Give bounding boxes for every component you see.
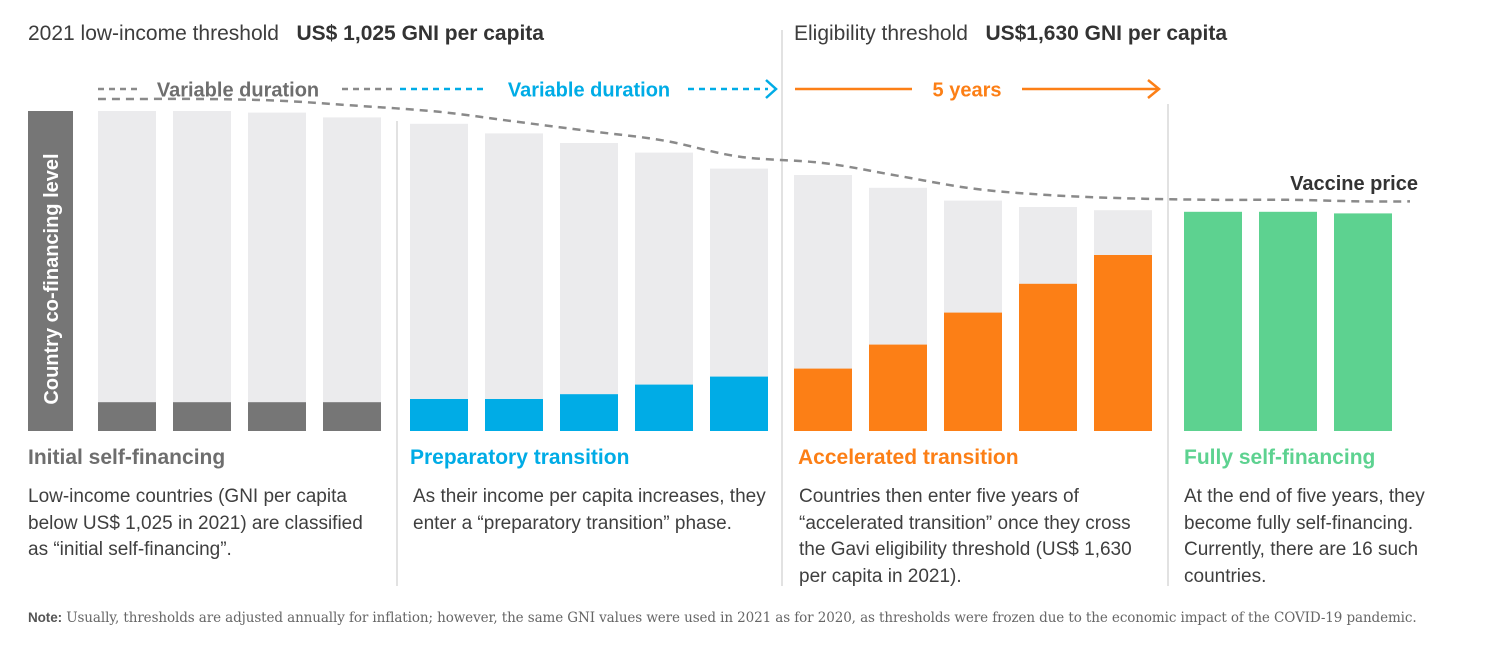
vaccine-price-label: Vaccine price — [1290, 173, 1418, 195]
phase-title-preparatory: Preparatory transition — [410, 446, 630, 469]
footnote-label: Note: — [28, 610, 62, 625]
bar-cofinancing-preparatory-2 — [485, 399, 543, 431]
bar-cofinancing-accelerated-4 — [1019, 283, 1077, 431]
bar-cofinancing-accelerated-1 — [794, 368, 852, 431]
bar-cofinancing-accelerated-5 — [1094, 255, 1152, 431]
duration-label-initial: Variable duration — [157, 79, 319, 101]
bar-cofinancing-initial-1 — [98, 402, 156, 431]
bar-price-initial-2 — [173, 111, 231, 431]
bar-group — [98, 111, 1392, 432]
vaccine-price-curve — [97, 97, 1411, 203]
eligibility-threshold-header: Eligibility threshold US$1,630 GNI per c… — [794, 22, 1227, 46]
bar-cofinancing-preparatory-5 — [710, 376, 768, 431]
phase-desc-preparatory: As their income per capita increases, th… — [413, 486, 766, 534]
phase-title-initial: Initial self-financing — [28, 446, 226, 469]
phase-separators — [396, 30, 1169, 586]
phase-desc-fully: At the end of five years, they become fu… — [1184, 486, 1425, 587]
bar-price-preparatory-3 — [560, 143, 618, 431]
bar-price-initial-3 — [248, 112, 306, 431]
duration-label-preparatory: Variable duration — [508, 79, 670, 101]
y-axis: Country co-financing level — [28, 111, 73, 431]
low-income-threshold-header: 2021 low-income threshold US$ 1,025 GNI … — [28, 22, 544, 46]
low-income-threshold-value: US$ 1,025 GNI per capita — [296, 22, 544, 45]
bar-price-preparatory-2 — [485, 133, 543, 431]
bar-cofinancing-initial-4 — [323, 402, 381, 431]
low-income-threshold-label: 2021 low-income threshold — [28, 22, 279, 45]
footnote: Note: Usually, thresholds are adjusted a… — [28, 610, 1417, 626]
bar-cofinancing-preparatory-1 — [410, 399, 468, 431]
eligibility-threshold-value: US$1,630 GNI per capita — [985, 22, 1228, 45]
duration-arrowhead-accelerated — [1147, 79, 1161, 99]
bar-price-initial-4 — [323, 117, 381, 432]
bar-cofinancing-preparatory-4 — [635, 384, 693, 431]
bar-cofinancing-initial-2 — [173, 402, 231, 431]
bar-cofinancing-initial-3 — [248, 402, 306, 431]
phase-title-accelerated: Accelerated transition — [798, 446, 1019, 469]
duration-arrowhead-preparatory — [765, 79, 778, 99]
bar-cofinancing-fully-3 — [1334, 213, 1392, 431]
y-axis-label: Country co-financing level — [41, 153, 63, 404]
bar-cofinancing-fully-1 — [1184, 211, 1242, 431]
footnote-text: Usually, thresholds are adjusted annuall… — [66, 610, 1417, 626]
bar-price-preparatory-1 — [410, 123, 468, 432]
bar-price-initial-1 — [98, 111, 156, 431]
duration-arrows: Variable duration Variable duration 5 ye… — [98, 79, 1161, 101]
eligibility-threshold-label: Eligibility threshold — [794, 22, 968, 45]
phase-desc-initial: Low-income countries (GNI per capita bel… — [28, 486, 363, 560]
phase-title-fully: Fully self-financing — [1184, 446, 1376, 469]
bar-cofinancing-accelerated-3 — [944, 312, 1002, 431]
bar-cofinancing-fully-2 — [1259, 211, 1317, 431]
duration-label-accelerated: 5 years — [933, 79, 1002, 101]
y-axis-band — [28, 111, 73, 431]
bar-cofinancing-accelerated-2 — [869, 344, 927, 431]
bar-cofinancing-preparatory-3 — [560, 394, 618, 431]
vaccine-price-curve-group — [97, 97, 1411, 203]
phase-desc-accelerated: Countries then enter five years of “acce… — [799, 486, 1132, 587]
